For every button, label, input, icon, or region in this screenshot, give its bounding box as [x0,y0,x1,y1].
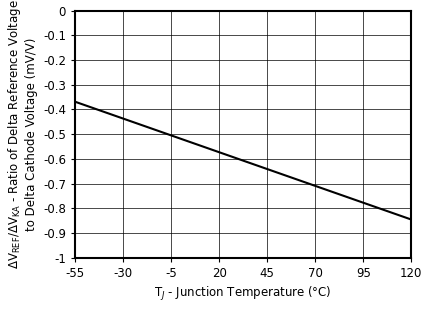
Y-axis label: $\Delta$V$_{\mathregular{REF}}$/$\Delta$V$_{\mathregular{KA}}$ - Ratio of Delta : $\Delta$V$_{\mathregular{REF}}$/$\Delta$… [6,0,38,269]
X-axis label: T$_J$ - Junction Temperature (°C): T$_J$ - Junction Temperature (°C) [155,286,332,303]
